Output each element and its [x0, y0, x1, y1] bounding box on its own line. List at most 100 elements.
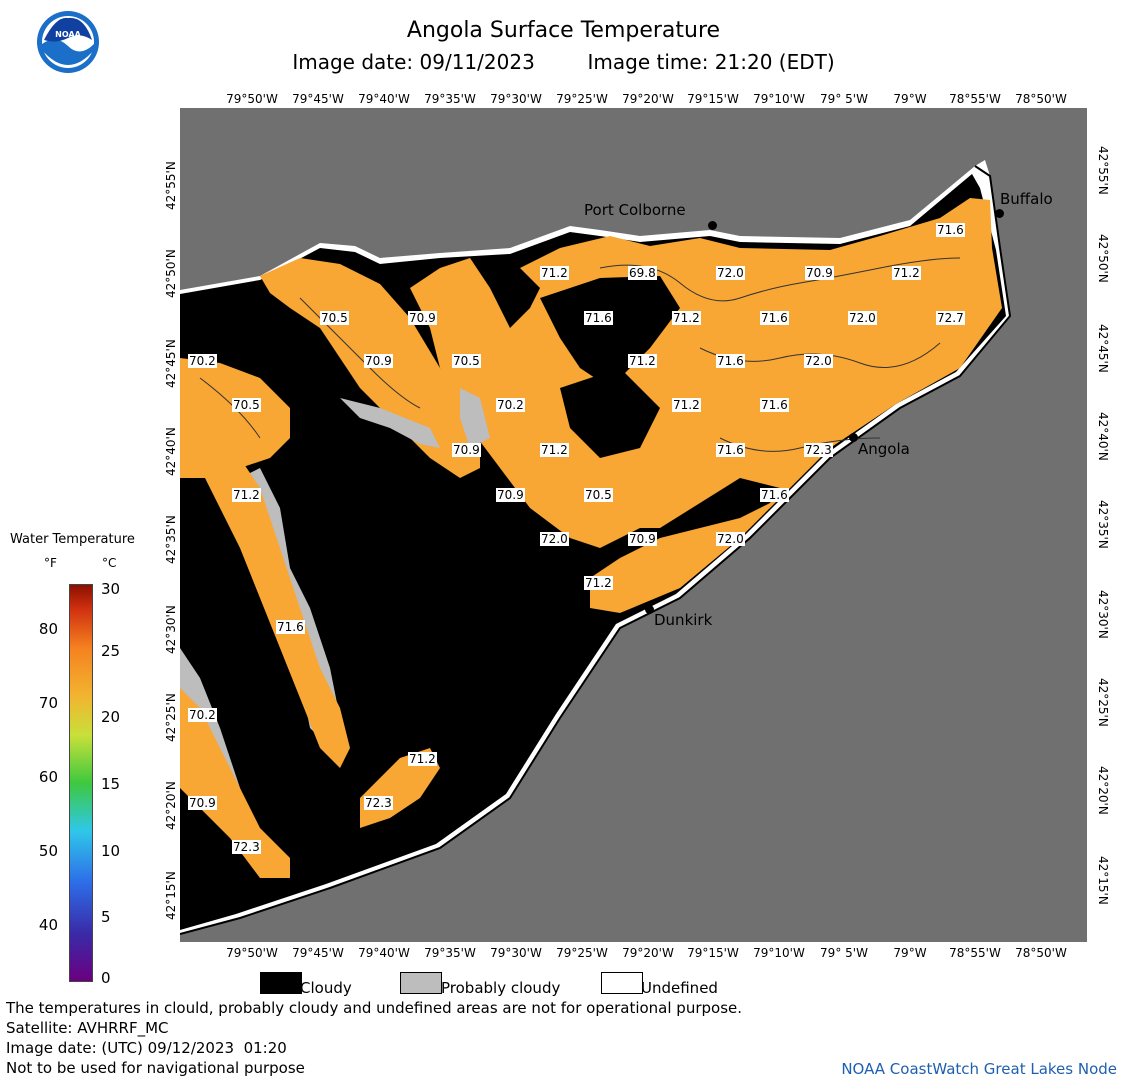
image-date-label: Image date: 09/11/2023	[292, 50, 535, 74]
temp-label: 70.5	[452, 354, 481, 368]
temp-label: 70.9	[452, 443, 481, 457]
temperature-colorbar	[69, 584, 93, 982]
temp-label: 71.6	[760, 311, 789, 325]
lat-right-label: 42°45'N	[1096, 324, 1110, 373]
buffalo-marker	[995, 209, 1004, 218]
temp-label: 70.5	[320, 311, 349, 325]
temp-label: 70.2	[188, 708, 217, 722]
legend-f-tick: 70	[38, 694, 58, 712]
isotherm-contour	[599, 257, 961, 302]
legend-c-tick: 25	[101, 642, 121, 660]
lon-bottom-label: 79°W	[893, 946, 927, 960]
temp-label: 70.9	[188, 796, 217, 810]
temp-label: 71.2	[892, 266, 921, 280]
map-subtitle: Image date: 09/11/2023 Image time: 21:20…	[0, 50, 1127, 74]
legend-f-tick: 40	[38, 916, 58, 934]
lat-right-label: 42°15'N	[1096, 856, 1110, 905]
probably-cloudy-label: Probably cloudy	[441, 979, 561, 997]
temp-label: 69.8	[628, 266, 657, 280]
lat-left-label: 42°45'N	[164, 339, 178, 388]
legend-c-tick: 10	[101, 842, 121, 860]
lon-top-label: 79°W	[893, 92, 927, 106]
temp-label: 72.3	[804, 443, 833, 457]
temp-label: 72.3	[232, 840, 261, 854]
sst-map-canvas	[179, 108, 1087, 942]
image-time-label: Image time: 21:20 (EDT)	[587, 50, 835, 74]
temp-label: 71.6	[760, 488, 789, 502]
coastline	[179, 165, 1012, 935]
navigation-warning: Not to be used for navigational purpose	[6, 1059, 305, 1077]
legend-title: Water Temperature	[10, 532, 135, 547]
noaa-logo-text: NOAA	[55, 30, 81, 39]
lat-left-label: 42°50'N	[164, 249, 178, 298]
probably-cloudy-swatch	[400, 972, 442, 994]
cloudy-label: Cloudy	[300, 979, 352, 997]
temp-label: 71.2	[672, 311, 701, 325]
buffalo-label: Buffalo	[1000, 190, 1053, 208]
lat-right-label: 42°30'N	[1096, 590, 1110, 639]
temp-label: 70.9	[496, 488, 525, 502]
sst-map: 71.2 69.8 72.0 70.9 71.2 71.6 70.5 70.9 …	[179, 108, 1087, 942]
lon-bottom-label: 79°15'W	[687, 946, 739, 960]
lon-top-label: 79°40'W	[358, 92, 410, 106]
temp-label: 71.2	[232, 488, 261, 502]
cloudy-lake-patch	[540, 276, 680, 388]
temp-label: 71.2	[584, 576, 613, 590]
lon-top-label: 78°55'W	[949, 92, 1001, 106]
temp-label: 71.2	[628, 354, 657, 368]
lon-bottom-label: 79°25'W	[556, 946, 608, 960]
dunkirk-label: Dunkirk	[654, 611, 713, 629]
legend-f-tick: 80	[38, 620, 58, 638]
cloudy-lake-patch	[560, 368, 660, 458]
legend-c-tick: 5	[101, 908, 111, 926]
temp-label: 72.0	[804, 354, 833, 368]
temp-label: 71.6	[716, 354, 745, 368]
noaa-logo: NOAA	[36, 10, 100, 74]
satellite-text: Satellite: AVHRRF_MC	[6, 1019, 169, 1037]
legend-unit-c: °C	[102, 556, 117, 570]
temp-label: 70.5	[584, 488, 613, 502]
temp-label: 71.6	[716, 443, 745, 457]
legend-c-tick: 20	[101, 708, 121, 726]
temp-label: 71.6	[760, 398, 789, 412]
probably-cloudy-area	[460, 388, 490, 448]
warm-water-far-west	[180, 358, 290, 478]
legend-c-tick: 15	[101, 775, 121, 793]
temp-label: 72.0	[716, 532, 745, 546]
lon-bottom-label: 79°10'W	[753, 946, 805, 960]
cloudy-swatch	[260, 972, 302, 994]
lat-right-label: 42°55'N	[1096, 146, 1110, 195]
disclaimer-text: The temperatures in clould, probably clo…	[6, 999, 743, 1017]
undefined-label: Undefined	[641, 979, 718, 997]
lat-right-label: 42°50'N	[1096, 234, 1110, 283]
lat-left-label: 42°15'N	[164, 871, 178, 920]
map-title: Angola Surface Temperature	[406, 18, 721, 43]
lon-bottom-label: 79°35'W	[424, 946, 476, 960]
lon-bottom-label: 79°45'W	[292, 946, 344, 960]
lat-right-label: 42°25'N	[1096, 678, 1110, 727]
lat-right-label: 42°40'N	[1096, 412, 1110, 461]
warm-water-sw	[180, 688, 290, 878]
lon-bottom-label: 79°50'W	[226, 946, 278, 960]
lon-top-label: 79°30'W	[490, 92, 542, 106]
lon-top-label: 79°25'W	[556, 92, 608, 106]
temp-label: 71.2	[540, 443, 569, 457]
temp-label: 70.9	[364, 354, 393, 368]
lon-bottom-label: 78°55'W	[949, 946, 1001, 960]
dunkirk-marker	[645, 605, 654, 614]
lat-left-label: 42°25'N	[164, 693, 178, 742]
temp-label: 71.2	[672, 398, 701, 412]
temp-label: 71.6	[936, 223, 965, 237]
lon-top-label: 79°35'W	[424, 92, 476, 106]
lat-right-label: 42°35'N	[1096, 500, 1110, 549]
legend-unit-f: °F	[44, 556, 57, 570]
temp-label: 71.2	[408, 752, 437, 766]
lon-bottom-label: 78°50'W	[1015, 946, 1067, 960]
temp-label: 70.9	[408, 311, 437, 325]
temp-label: 70.9	[628, 532, 657, 546]
lat-right-label: 42°20'N	[1096, 766, 1110, 815]
temp-label: 72.0	[716, 266, 745, 280]
lon-top-label: 79°20'W	[622, 92, 674, 106]
lon-bottom-label: 79° 5'W	[820, 946, 868, 960]
lat-left-label: 42°35'N	[164, 515, 178, 564]
